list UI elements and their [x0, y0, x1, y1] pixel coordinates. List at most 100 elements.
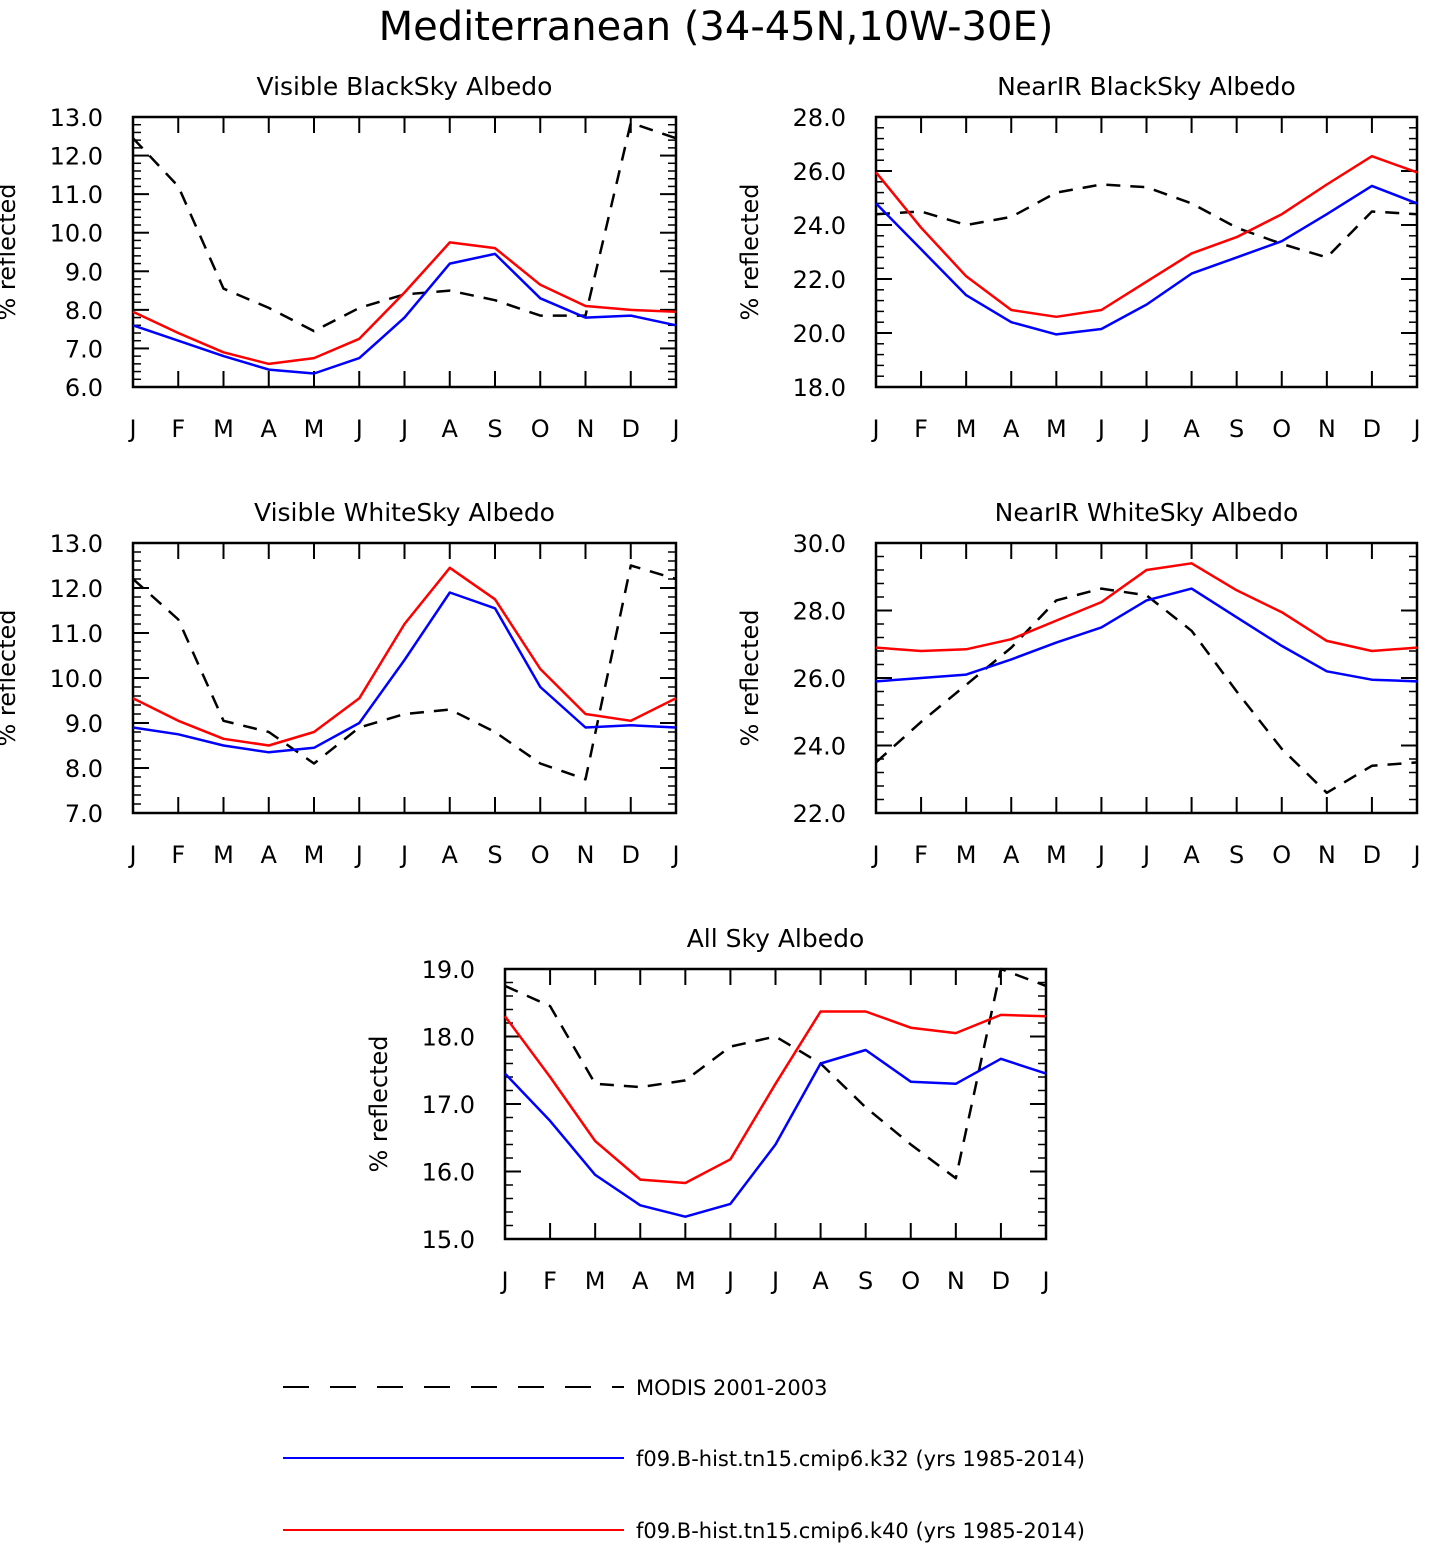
- y-tick-label: 10.0: [50, 665, 103, 693]
- x-tick-label: J: [725, 1267, 734, 1295]
- x-tick-label: M: [675, 1267, 696, 1295]
- x-tick-label: J: [399, 415, 408, 443]
- x-tick-label: M: [956, 841, 977, 869]
- x-tick-label: F: [914, 415, 928, 443]
- x-tick-label: A: [1003, 415, 1020, 443]
- series-line-modis: [875, 183, 1418, 259]
- x-tick-label: S: [487, 841, 502, 869]
- x-tick-label: J: [670, 841, 679, 869]
- y-tick-label: 10.0: [50, 220, 103, 248]
- x-tick-label: J: [870, 415, 879, 443]
- series-line-k32: [875, 184, 1418, 336]
- plot-frame: [131, 115, 678, 389]
- x-tick-label: J: [1040, 1267, 1049, 1295]
- y-axis-label: % reflected: [365, 1035, 393, 1172]
- y-tick-label: 7.0: [65, 800, 103, 828]
- x-tick-label: A: [812, 1267, 829, 1295]
- y-tick-label: 15.0: [422, 1226, 475, 1254]
- y-tick-label: 24.0: [793, 212, 846, 240]
- y-tick-label: 7.0: [65, 335, 103, 363]
- y-tick-label: 11.0: [50, 620, 103, 648]
- x-tick-label: M: [1046, 415, 1067, 443]
- x-tick-label: O: [531, 841, 550, 869]
- x-tick-label: D: [622, 415, 640, 443]
- x-tick-label: M: [585, 1267, 606, 1295]
- x-tick-label: A: [1183, 841, 1200, 869]
- x-tick-label: J: [127, 415, 136, 443]
- x-tick-label: S: [1229, 415, 1244, 443]
- y-tick-label: 26.0: [793, 158, 846, 186]
- x-tick-label: J: [399, 841, 408, 869]
- x-tick-label: O: [901, 1267, 920, 1295]
- x-tick-label: N: [1318, 841, 1336, 869]
- y-tick-label: 12.0: [50, 143, 103, 171]
- x-tick-label: S: [858, 1267, 873, 1295]
- y-tick-label: 26.0: [793, 665, 846, 693]
- series-line-modis: [875, 587, 1418, 795]
- x-tick-label: A: [261, 841, 278, 869]
- y-tick-label: 12.0: [50, 575, 103, 603]
- y-tick-label: 18.0: [793, 374, 846, 402]
- x-tick-label: S: [487, 415, 502, 443]
- x-tick-label: M: [213, 415, 234, 443]
- x-tick-label: M: [213, 841, 234, 869]
- series-line-k32: [132, 252, 677, 375]
- series-line-k40: [875, 562, 1418, 653]
- series-line-modis: [132, 564, 677, 781]
- x-tick-label: D: [622, 841, 640, 869]
- x-tick-label: D: [992, 1267, 1010, 1295]
- y-tick-label: 20.0: [793, 320, 846, 348]
- series-line-k32: [875, 587, 1418, 683]
- y-tick-label: 6.0: [65, 374, 103, 402]
- series-line-k40: [132, 566, 677, 747]
- x-tick-label: M: [956, 415, 977, 443]
- series-line-k40: [132, 241, 677, 366]
- y-axis-label: % reflected: [736, 609, 764, 746]
- series-line-k40: [875, 154, 1418, 319]
- x-tick-label: J: [499, 1267, 508, 1295]
- x-tick-label: J: [1096, 841, 1105, 869]
- series-line-k40: [503, 1010, 1047, 1185]
- y-tick-label: 17.0: [422, 1091, 475, 1119]
- panel-title: Visible BlackSky Albedo: [257, 72, 553, 101]
- y-axis-label: % reflected: [736, 183, 764, 320]
- panel-title: Visible WhiteSky Albedo: [254, 498, 555, 527]
- y-tick-label: 30.0: [793, 530, 846, 558]
- x-tick-label: A: [261, 415, 278, 443]
- x-tick-label: O: [1272, 415, 1291, 443]
- plot-frame: [874, 541, 1419, 815]
- x-tick-label: J: [127, 841, 136, 869]
- x-tick-label: O: [1272, 841, 1291, 869]
- x-tick-label: A: [1003, 841, 1020, 869]
- x-tick-label: A: [632, 1267, 649, 1295]
- x-tick-label: N: [1318, 415, 1336, 443]
- y-tick-label: 13.0: [50, 104, 103, 132]
- y-tick-label: 9.0: [65, 710, 103, 738]
- x-tick-label: S: [1229, 841, 1244, 869]
- x-tick-label: J: [670, 415, 679, 443]
- x-tick-label: J: [1096, 415, 1105, 443]
- x-tick-label: F: [543, 1267, 557, 1295]
- y-tick-label: 24.0: [793, 733, 846, 761]
- x-tick-label: N: [577, 841, 595, 869]
- y-axis-label: % reflected: [0, 609, 21, 746]
- y-axis-label: % reflected: [0, 183, 21, 320]
- x-tick-label: A: [442, 415, 459, 443]
- legend-label-k32: f09.B-hist.tn15.cmip6.k32 (yrs 1985-2014…: [636, 1447, 1085, 1471]
- plot-frame: [874, 115, 1419, 389]
- series-line-modis: [504, 967, 1047, 1180]
- x-tick-label: F: [171, 841, 185, 869]
- x-tick-label: J: [1411, 415, 1420, 443]
- x-tick-label: J: [354, 841, 363, 869]
- x-tick-label: A: [442, 841, 459, 869]
- y-tick-label: 18.0: [422, 1024, 475, 1052]
- x-tick-label: D: [1363, 841, 1381, 869]
- x-tick-label: J: [1141, 841, 1150, 869]
- panel-0: Visible BlackSky Albedo% reflectedJFMAMJ…: [0, 72, 680, 443]
- y-tick-label: 19.0: [422, 956, 475, 984]
- y-tick-label: 11.0: [50, 181, 103, 209]
